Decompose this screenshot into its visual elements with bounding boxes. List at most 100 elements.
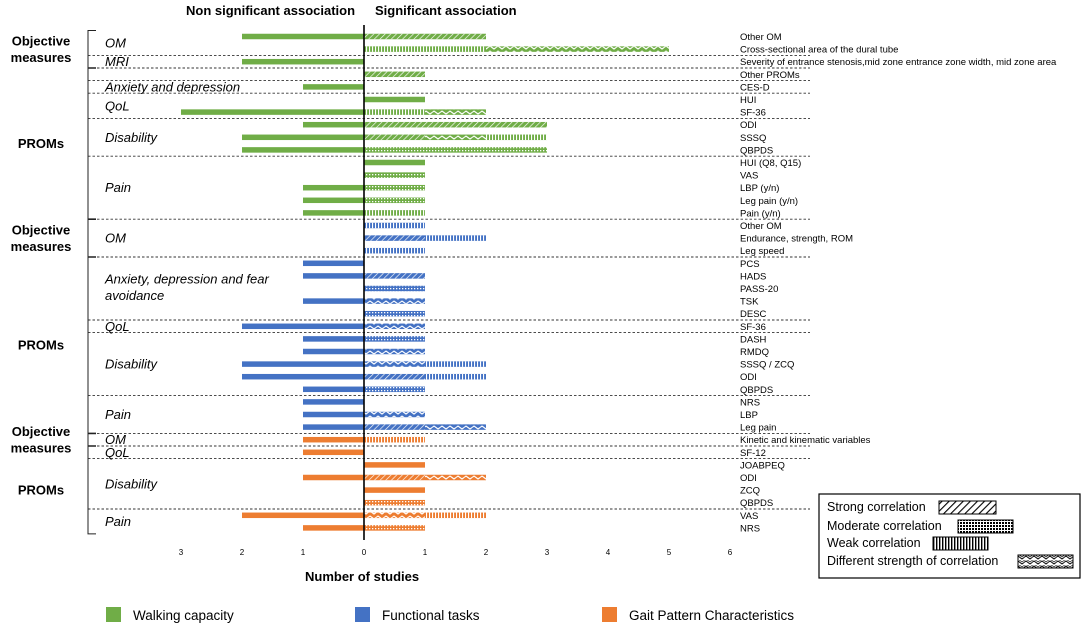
bar-significant-pattern (364, 436, 425, 443)
subgroup-label: Pain (105, 180, 131, 195)
section-bracket (87, 219, 96, 258)
bar-non-significant (242, 33, 364, 40)
row-label: JOABPEQ (740, 460, 785, 471)
row-label: SSSQ (740, 133, 766, 144)
bar-non-significant (242, 361, 364, 367)
section-label: measures (11, 239, 72, 254)
subgroup-label: OM (105, 231, 126, 246)
bar-significant-pattern (364, 323, 425, 330)
bar-non-significant (303, 184, 364, 191)
row-label: SF-12 (740, 448, 766, 459)
subgroup-label: MRI (105, 54, 129, 69)
bar-non-significant (242, 134, 364, 141)
section-bracket (87, 445, 96, 535)
strength-legend-label: Strong correlation (827, 500, 926, 514)
row-label: Severity of entrance stenosis,mid zone e… (740, 57, 1057, 68)
bar-non-significant (303, 399, 364, 405)
row-label: HUI (Q8, Q15) (740, 158, 801, 169)
row-label: Leg speed (740, 246, 784, 257)
bar-significant-pattern (364, 361, 425, 367)
bar-non-significant (303, 336, 364, 342)
header-significant: Significant association (375, 3, 517, 18)
section-bracket (87, 256, 96, 434)
section-label: PROMs (18, 136, 64, 151)
x-tick-label: 2 (240, 548, 245, 557)
category-legend-label: Functional tasks (382, 608, 480, 623)
row-label: PASS-20 (740, 284, 778, 295)
bar-non-significant (303, 260, 364, 267)
subgroup-label: OM (105, 432, 126, 447)
bar-significant-pattern (364, 121, 547, 128)
subgroup-label: Anxiety and depression (104, 79, 240, 94)
bar-significant-pattern (364, 134, 425, 141)
row-label: QBPDS (740, 385, 773, 396)
row-label: VAS (740, 171, 758, 182)
subgroup-label: Pain (105, 407, 131, 422)
x-tick-label: 6 (728, 548, 733, 557)
bar-non-significant (303, 121, 364, 128)
row-label: Pain (y/n) (740, 208, 781, 219)
bar-significant-pattern (364, 424, 425, 430)
bar-non-significant (303, 424, 364, 430)
row-label: VAS (740, 511, 758, 522)
section-bracket (87, 433, 96, 447)
subgroup-label: Pain (105, 514, 131, 529)
x-tick-label: 5 (667, 548, 672, 557)
bar-significant-pattern (364, 273, 425, 279)
bar-non-significant (242, 323, 364, 330)
row-label: QBPDS (740, 145, 773, 156)
bar-non-significant (303, 525, 364, 531)
bar-significant-pattern (364, 336, 425, 342)
x-tick-label: 3 (545, 548, 550, 557)
row-label: PCS (740, 259, 760, 270)
section-label: PROMs (18, 338, 64, 353)
row-label: ODI (740, 473, 757, 484)
bar-significant-pattern (364, 235, 425, 241)
category-legend-swatch (355, 607, 370, 622)
strength-legend-swatch (1017, 554, 1074, 569)
subgroup-label: Disability (105, 357, 159, 372)
row-label: LBP (740, 410, 758, 421)
bar-non-significant (303, 386, 364, 393)
strength-legend-swatch (932, 536, 989, 551)
bar-significant-pattern (364, 210, 425, 216)
row-label: Leg pain (y/n) (740, 196, 798, 207)
x-tick-label: 0 (362, 548, 367, 557)
row-label: Kinetic and kinematic variables (740, 435, 871, 446)
bar-non-significant (303, 449, 364, 456)
subgroup-label: avoidance (105, 288, 164, 303)
bar-non-significant (303, 298, 364, 304)
subgroup-label: Disability (105, 130, 159, 145)
bar-significant-pattern (364, 109, 425, 115)
x-tick-label: 1 (301, 548, 306, 557)
bar-significant-pattern (364, 46, 486, 52)
row-label: HADS (740, 271, 766, 282)
header-non-significant: Non significant association (186, 3, 355, 18)
row-label: CES-D (740, 82, 770, 93)
row-label: Other PROMs (740, 70, 800, 81)
row-label: ZCQ (740, 486, 760, 497)
row-label: Other OM (740, 221, 782, 232)
bar-significant-pattern (364, 172, 425, 178)
bar-non-significant (242, 373, 364, 380)
bar-non-significant (303, 436, 364, 443)
x-tick-label: 4 (606, 548, 611, 557)
x-tick-label: 1 (423, 548, 428, 557)
bar-significant-pattern (364, 512, 425, 519)
bar-significant-pattern (364, 222, 425, 229)
section-label: Objective (12, 34, 71, 49)
bar-non-significant (303, 273, 364, 279)
bar-significant-pattern (364, 285, 425, 292)
row-label: Other OM (740, 32, 782, 43)
row-label: NRS (740, 397, 760, 408)
row-label: DESC (740, 309, 767, 320)
bar-significant-pattern (364, 474, 425, 481)
bar-non-significant (303, 210, 364, 216)
section-label: Objective (12, 223, 71, 238)
bar-non-significant (303, 197, 364, 204)
bar-significant-pattern (364, 373, 425, 380)
strength-legend-label: Weak correlation (827, 536, 921, 550)
subgroup-label: OM (105, 35, 126, 50)
row-label: DASH (740, 334, 767, 345)
